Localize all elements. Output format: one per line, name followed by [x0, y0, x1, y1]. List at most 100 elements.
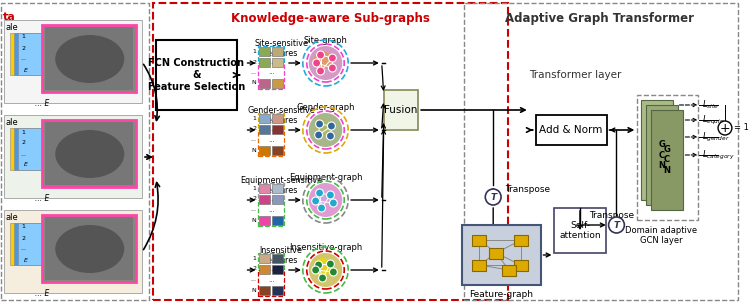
- Bar: [18, 223, 45, 265]
- Bar: [472, 235, 486, 246]
- Text: 2: 2: [253, 196, 257, 202]
- Ellipse shape: [56, 35, 125, 83]
- Bar: [536, 115, 607, 145]
- Text: Site-sensitive
features: Site-sensitive features: [254, 39, 308, 58]
- Bar: [272, 195, 283, 203]
- Circle shape: [314, 258, 332, 276]
- Text: Gender-sensitive
features: Gender-sensitive features: [248, 106, 315, 125]
- Bar: [10, 223, 38, 265]
- Bar: [272, 114, 283, 123]
- Text: Transformer layer: Transformer layer: [529, 70, 621, 80]
- Bar: [43, 120, 136, 187]
- Bar: [4, 210, 142, 293]
- Circle shape: [309, 183, 342, 217]
- Bar: [43, 25, 136, 92]
- Text: Gender-graph: Gender-graph: [296, 103, 355, 112]
- Text: 1: 1: [22, 130, 26, 135]
- Bar: [502, 265, 516, 276]
- Text: Site-graph: Site-graph: [304, 36, 347, 45]
- Bar: [18, 33, 45, 75]
- Text: ta: ta: [3, 12, 16, 22]
- Text: 1: 1: [22, 34, 26, 40]
- Bar: [260, 195, 270, 203]
- Circle shape: [315, 261, 322, 269]
- Bar: [259, 253, 284, 270]
- Circle shape: [316, 67, 325, 75]
- Text: ...: ...: [268, 137, 274, 142]
- Text: Feature-graph: Feature-graph: [469, 290, 533, 299]
- Ellipse shape: [56, 130, 125, 178]
- Text: Insensitive
features: Insensitive features: [260, 246, 302, 265]
- Text: G
C
N: G C N: [653, 135, 661, 165]
- Bar: [260, 216, 270, 224]
- Text: ... E: ... E: [34, 194, 49, 203]
- Circle shape: [309, 46, 342, 80]
- Bar: [45, 122, 134, 185]
- Bar: [10, 33, 38, 75]
- Text: Add & Norm: Add & Norm: [539, 125, 603, 135]
- Text: E: E: [24, 67, 28, 73]
- Text: E: E: [24, 163, 28, 167]
- Bar: [4, 20, 142, 103]
- Circle shape: [314, 118, 332, 136]
- Bar: [259, 200, 284, 225]
- Text: 1: 1: [253, 256, 257, 261]
- Bar: [18, 128, 45, 170]
- Circle shape: [328, 64, 336, 72]
- Text: Transpose: Transpose: [505, 185, 550, 193]
- Bar: [259, 270, 284, 296]
- Bar: [272, 124, 283, 134]
- Bar: [514, 260, 528, 271]
- Text: Equipment-sensitive
features: Equipment-sensitive features: [240, 176, 322, 196]
- Bar: [4, 115, 142, 198]
- Circle shape: [313, 59, 320, 67]
- Circle shape: [718, 121, 732, 135]
- Text: $L_{gender}$: $L_{gender}$: [702, 131, 730, 144]
- Bar: [260, 184, 270, 193]
- Bar: [272, 285, 283, 295]
- Text: $L_{equip}$: $L_{equip}$: [702, 113, 725, 127]
- Circle shape: [328, 122, 335, 130]
- Circle shape: [316, 120, 323, 128]
- Bar: [259, 130, 284, 156]
- Bar: [384, 90, 418, 130]
- Text: 1: 1: [253, 116, 257, 121]
- Bar: [464, 3, 738, 300]
- Bar: [472, 260, 486, 271]
- Circle shape: [314, 188, 332, 206]
- Text: ...: ...: [21, 246, 27, 252]
- Text: ...: ...: [251, 207, 257, 212]
- Circle shape: [312, 197, 320, 205]
- Circle shape: [316, 51, 325, 59]
- Text: Equipment-graph: Equipment-graph: [289, 173, 362, 182]
- Circle shape: [319, 274, 326, 282]
- Text: ale: ale: [6, 23, 19, 32]
- Bar: [260, 254, 270, 263]
- Text: T: T: [490, 192, 496, 202]
- Bar: [651, 110, 682, 210]
- Text: 2: 2: [253, 267, 257, 271]
- Text: ... E: ... E: [34, 289, 49, 298]
- Bar: [10, 128, 38, 170]
- Text: $L_{category}$: $L_{category}$: [702, 149, 735, 162]
- Circle shape: [309, 113, 342, 147]
- Text: $L_{site}$: $L_{site}$: [702, 99, 719, 111]
- Bar: [646, 105, 678, 205]
- Text: ...: ...: [21, 152, 27, 156]
- Bar: [259, 46, 284, 63]
- Text: Fusion: Fusion: [384, 105, 418, 115]
- Circle shape: [315, 131, 322, 139]
- Bar: [13, 223, 41, 265]
- Text: ale: ale: [6, 118, 19, 127]
- Text: 1: 1: [22, 224, 26, 229]
- Bar: [13, 128, 41, 170]
- Bar: [272, 184, 283, 193]
- Text: 2: 2: [22, 235, 26, 241]
- Text: 1: 1: [253, 186, 257, 191]
- Text: E: E: [24, 257, 28, 263]
- Bar: [153, 3, 508, 300]
- Text: ...: ...: [268, 277, 274, 282]
- Text: 2: 2: [22, 45, 26, 51]
- Circle shape: [317, 204, 326, 212]
- Bar: [156, 40, 237, 110]
